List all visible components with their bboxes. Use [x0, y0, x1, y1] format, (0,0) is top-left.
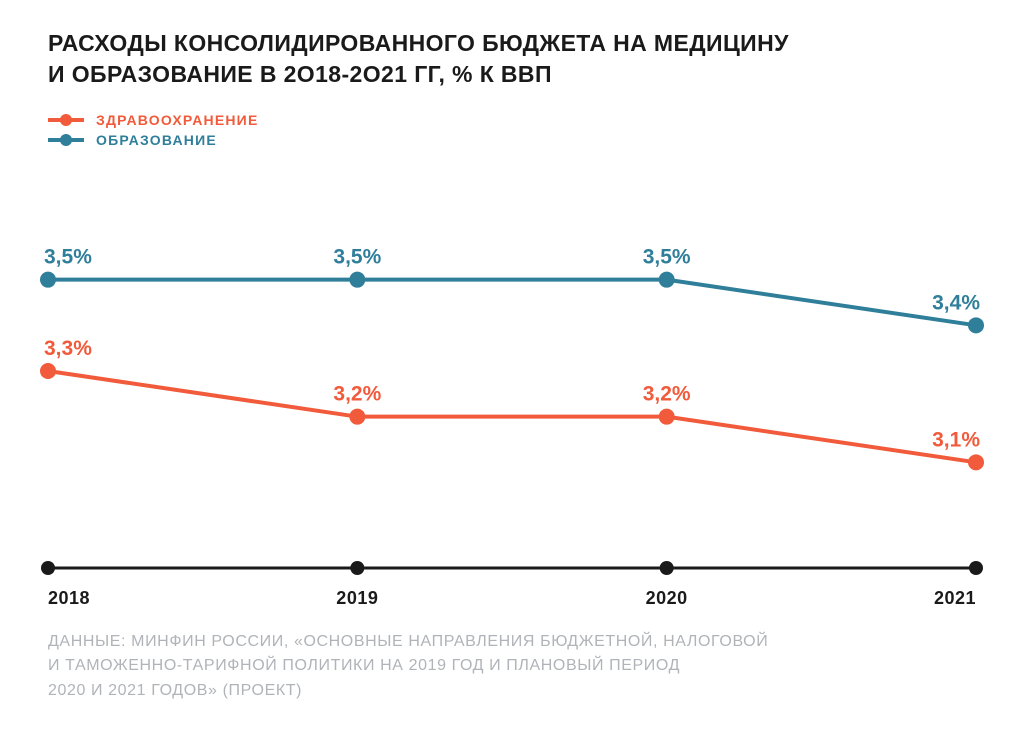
legend-label-education: ОБРАЗОВАНИЕ — [96, 132, 217, 148]
x-label-2021: 2021 — [934, 588, 976, 609]
footer-note: ДАННЫЕ: МИНФИН РОССИИ, «ОСНОВНЫЕ НАПРАВЛ… — [48, 630, 976, 704]
svg-text:3,5%: 3,5% — [44, 246, 92, 269]
svg-text:3,1%: 3,1% — [932, 428, 980, 451]
title-line-1: РАСХОДЫ КОНСОЛИДИРОВАННОГО БЮДЖЕТА НА МЕ… — [48, 28, 976, 59]
footer-line-1: ДАННЫЕ: МИНФИН РОССИИ, «ОСНОВНЫЕ НАПРАВЛ… — [48, 630, 976, 655]
legend-item-health: ЗДРАВООХРАНЕНИЕ — [48, 112, 976, 128]
legend-label-health: ЗДРАВООХРАНЕНИЕ — [96, 112, 258, 128]
svg-text:3,5%: 3,5% — [643, 246, 691, 269]
legend-swatch-education — [48, 138, 84, 142]
svg-text:3,2%: 3,2% — [643, 383, 691, 406]
svg-text:3,4%: 3,4% — [932, 291, 980, 314]
legend-item-education: ОБРАЗОВАНИЕ — [48, 132, 976, 148]
chart-title: РАСХОДЫ КОНСОЛИДИРОВАННОГО БЮДЖЕТА НА МЕ… — [48, 28, 976, 90]
svg-text:3,3%: 3,3% — [44, 337, 92, 360]
x-label-2018: 2018 — [48, 588, 90, 609]
x-label-2020: 2020 — [646, 588, 688, 609]
legend: ЗДРАВООХРАНЕНИЕ ОБРАЗОВАНИЕ — [48, 112, 976, 148]
plot-svg: 3,5%3,5%3,5%3,4%3,3%3,2%3,2%3,1% — [48, 210, 976, 582]
svg-text:3,2%: 3,2% — [333, 383, 381, 406]
x-label-2019: 2019 — [336, 588, 378, 609]
footer-line-3: 2020 И 2021 ГОДОВ» (ПРОЕКТ) — [48, 679, 976, 704]
svg-text:3,5%: 3,5% — [333, 246, 381, 269]
footer-line-2: И ТАМОЖЕННО-ТАРИФНОЙ ПОЛИТИКИ НА 2019 ГО… — [48, 654, 976, 679]
chart-container: РАСХОДЫ КОНСОЛИДИРОВАННОГО БЮДЖЕТА НА МЕ… — [0, 0, 1024, 732]
x-axis-labels: 2018 2019 2020 2021 — [48, 588, 976, 612]
title-line-2: И ОБРАЗОВАНИЕ В 2О18-2О21 ГГ, % К ВВП — [48, 59, 976, 90]
legend-swatch-health — [48, 118, 84, 122]
plot-area: 3,5%3,5%3,5%3,4%3,3%3,2%3,2%3,1% 2018201… — [48, 210, 976, 582]
